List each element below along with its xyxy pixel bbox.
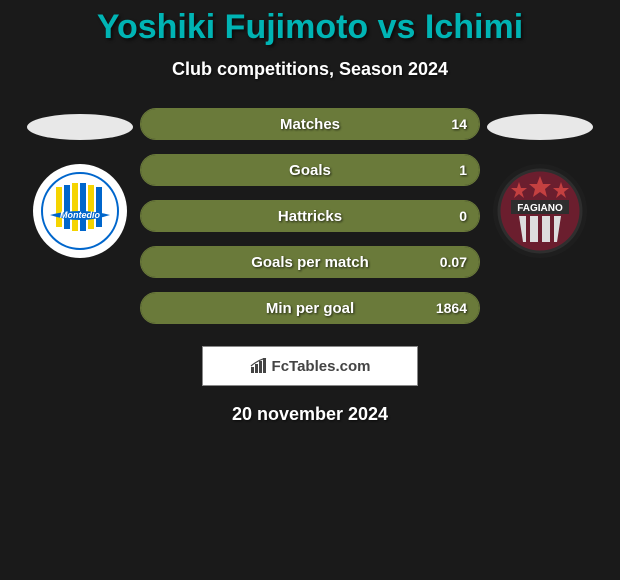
svg-text:Montedio: Montedio <box>60 210 100 220</box>
stat-right-value: 1864 <box>436 300 467 316</box>
stat-bar: Goals 1 <box>140 154 480 186</box>
footer-brand-box[interactable]: FcTables.com <box>202 346 418 386</box>
left-team-badge: Montedio <box>33 164 127 258</box>
subtitle: Club competitions, Season 2024 <box>172 59 448 80</box>
right-column: FAGIANO <box>480 108 600 258</box>
fagiano-badge-icon: FAGIANO <box>497 168 583 254</box>
footer-brand-text: FcTables.com <box>272 358 371 375</box>
svg-text:FAGIANO: FAGIANO <box>517 203 563 214</box>
montedio-badge-icon: Montedio <box>40 171 120 251</box>
right-team-badge: FAGIANO <box>493 164 587 258</box>
left-oval-shape <box>27 114 133 140</box>
stat-bar: Goals per match 0.07 <box>140 246 480 278</box>
stat-bar: Hattricks 0 <box>140 200 480 232</box>
stat-label: Hattricks <box>278 208 342 225</box>
stat-label: Goals <box>289 162 331 179</box>
right-oval-shape <box>487 114 593 140</box>
stat-right-value: 0 <box>459 208 467 224</box>
stat-label: Matches <box>280 116 340 133</box>
left-column: Montedio <box>20 108 140 258</box>
stat-right-value: 0.07 <box>440 254 467 270</box>
date-text: 20 november 2024 <box>232 404 388 425</box>
stat-label: Min per goal <box>266 300 354 317</box>
stat-label: Goals per match <box>251 254 369 271</box>
stats-column: Matches 14 Goals 1 Hattricks 0 Goals per match… <box>140 108 480 324</box>
stat-right-value: 1 <box>459 162 467 178</box>
main-row: Montedio Matches 14 Goals 1 Hattricks 0 Goals … <box>0 108 620 324</box>
stat-right-value: 14 <box>451 116 467 132</box>
page-title: Yoshiki Fujimoto vs Ichimi <box>97 8 523 47</box>
stat-bar: Matches 14 <box>140 108 480 140</box>
stat-bar: Min per goal 1864 <box>140 292 480 324</box>
bar-chart-icon <box>250 358 268 374</box>
